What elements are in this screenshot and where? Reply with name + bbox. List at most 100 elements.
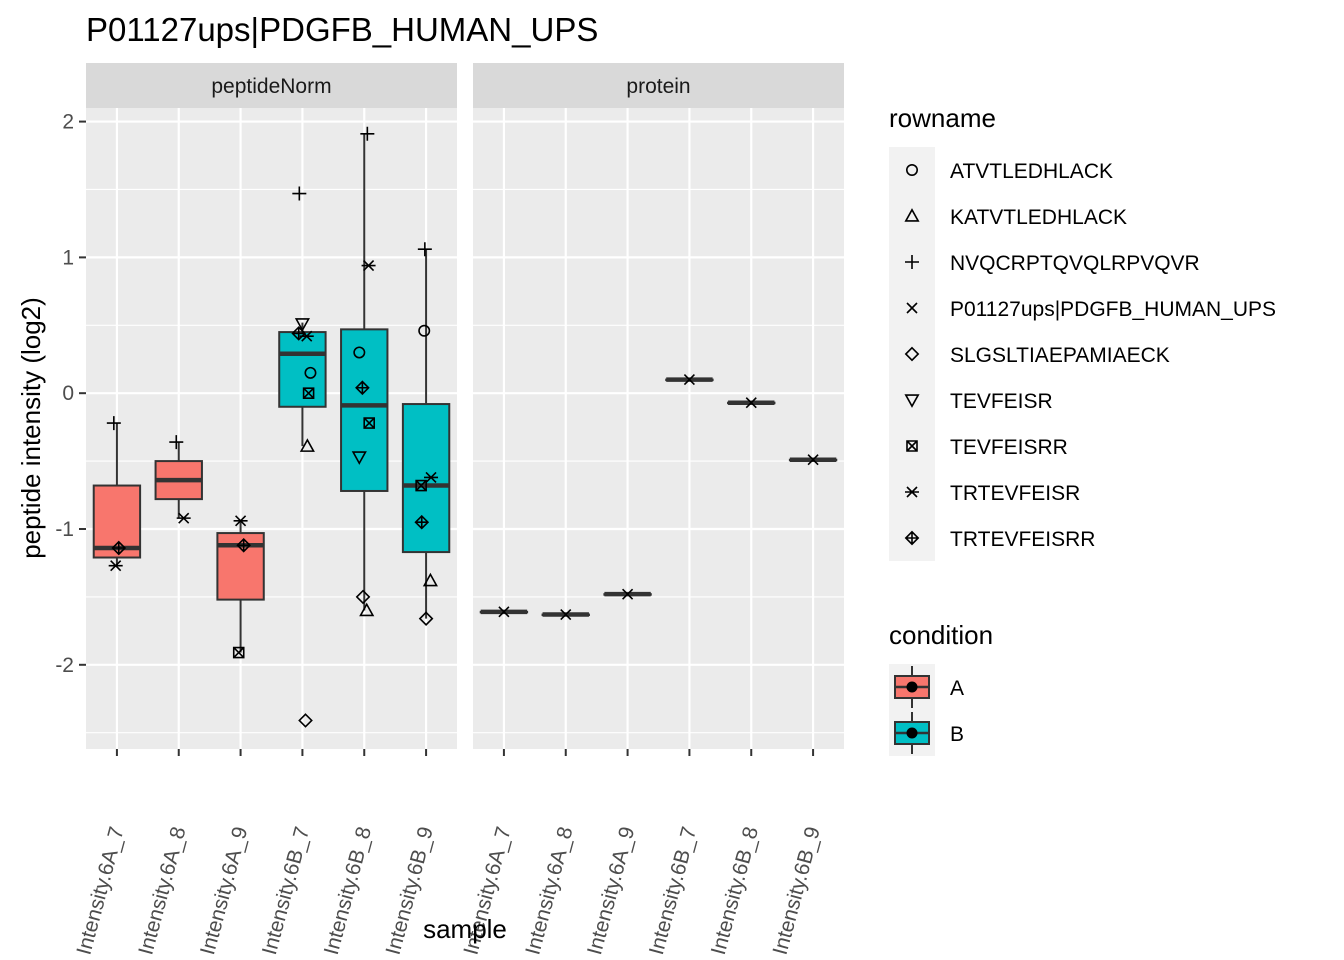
box-Intensity.6A_9 — [216, 520, 265, 653]
legend-label: TRTEVFEISRR — [950, 528, 1095, 551]
data-point — [351, 451, 367, 465]
legend-label: ATVTLEDHLACK — [950, 160, 1113, 183]
y-axis: 2 1 0 -1 -2 — [55, 111, 86, 677]
facet-strip — [473, 63, 844, 108]
data-point — [417, 242, 432, 257]
x-tick-label: Intensity.6B_7 — [258, 824, 314, 957]
legend-label: A — [950, 677, 964, 700]
data-point — [302, 387, 315, 399]
data-point — [106, 416, 121, 431]
data-point — [415, 479, 427, 492]
data-point — [298, 713, 313, 728]
box-Intensity.6A_7 — [92, 423, 142, 566]
legend-key-box — [894, 666, 930, 708]
legend-key-box — [894, 712, 930, 754]
data-point — [360, 126, 375, 141]
legend-key-shape — [904, 394, 920, 408]
legend-key-shape — [906, 302, 918, 314]
data-point — [294, 318, 310, 332]
data-point — [355, 380, 370, 396]
legend-key-dot — [906, 681, 918, 693]
facet-strip-label: protein — [626, 75, 690, 98]
box-Intensity.6A_8 — [154, 442, 203, 519]
facet-strip-label: peptideNorm — [211, 75, 331, 98]
data-point — [169, 435, 184, 450]
legend-label: TEVFEISR — [950, 390, 1053, 413]
legend-key-shape — [904, 346, 920, 362]
x-tick-label: Intensity.6A_8 — [134, 824, 190, 957]
box-body — [340, 328, 389, 492]
x-tick-label: Intensity.6A_7 — [72, 824, 128, 957]
data-point — [108, 560, 123, 572]
y-axis-label: peptide intensity (log2) — [16, 297, 46, 559]
y-tick-label: 2 — [62, 111, 74, 134]
data-point — [418, 324, 431, 337]
box-Intensity.6B_8 — [340, 133, 389, 611]
data-point — [233, 515, 248, 527]
legend-key-shape — [905, 255, 919, 269]
data-point — [498, 606, 510, 618]
data-point — [353, 346, 366, 359]
legend-key-dot — [906, 727, 918, 739]
legend-title: rowname — [889, 103, 996, 133]
data-point — [304, 366, 317, 379]
panel-background — [473, 108, 844, 749]
data-point — [236, 537, 252, 553]
legend-label: B — [950, 723, 964, 746]
legend-rowname: rowname ATVTLEDHLACK KATVTLEDHLACK NVQCRPTQ… — [889, 103, 1276, 561]
legend-title: condition — [889, 620, 993, 650]
data-point — [299, 330, 314, 342]
x-tick-label: Intensity.6A_8 — [521, 824, 577, 957]
data-point — [232, 646, 245, 659]
data-point — [745, 397, 757, 409]
x-axis-label: sample — [423, 914, 507, 944]
data-point — [622, 588, 634, 600]
y-tick-label: 0 — [62, 382, 74, 405]
data-point — [299, 438, 315, 452]
data-point — [807, 454, 819, 466]
x-tick-label: Intensity.6B_8 — [707, 824, 763, 957]
data-point — [418, 611, 434, 626]
data-point — [363, 417, 375, 429]
legend-label: P01127ups|PDGFB_HUMAN_UPS — [950, 298, 1276, 321]
data-point — [422, 572, 438, 587]
data-point — [355, 589, 371, 605]
data-point — [176, 512, 191, 524]
data-point — [683, 374, 695, 386]
x-tick-label: Intensity.6B_8 — [320, 824, 376, 957]
legend-label: SLGSLTIAEPAMIAECK — [950, 344, 1170, 367]
y-tick-label: 1 — [62, 246, 74, 269]
facet-strip — [86, 63, 457, 108]
legend-key-shape — [906, 440, 918, 452]
data-point — [424, 471, 439, 483]
x-tick-label: Intensity.6B_7 — [645, 824, 701, 957]
x-tick-label: Intensity.6B_9 — [769, 824, 825, 957]
data-point — [359, 602, 375, 617]
legend-label: TEVFEISRR — [950, 436, 1068, 459]
data-point — [414, 514, 430, 530]
data-point — [560, 608, 572, 621]
legend-label: NVQCRPTQVQLRPVQVR — [950, 252, 1200, 275]
chart-title: P01127ups|PDGFB_HUMAN_UPS — [86, 11, 598, 48]
x-tick-label: Intensity.6A_9 — [583, 824, 639, 957]
legend-label: TRTEVFEISR — [950, 482, 1080, 505]
data-point — [111, 540, 127, 556]
data-point — [361, 259, 376, 272]
legend-key-shape — [904, 530, 920, 546]
legend-condition: condition AB — [889, 620, 993, 756]
data-point — [292, 186, 307, 201]
box-body — [278, 331, 327, 408]
legend-key-shape — [905, 164, 918, 177]
legend-key-shape — [904, 208, 920, 222]
panel-background — [86, 108, 457, 749]
y-tick-label: -1 — [55, 518, 74, 541]
legend-key-shape — [905, 486, 919, 498]
box-body — [92, 484, 142, 559]
y-tick-label: -2 — [55, 654, 74, 677]
legend-label: KATVTLEDHLACK — [950, 206, 1127, 229]
x-tick-label: Intensity.6A_9 — [196, 824, 252, 957]
